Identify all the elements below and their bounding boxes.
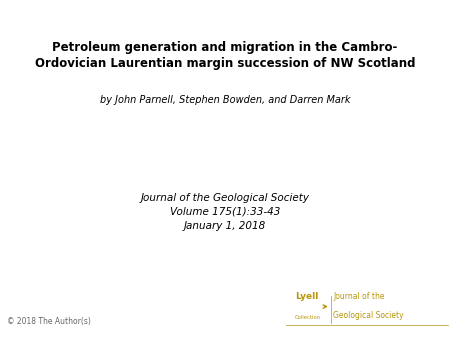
Text: Geological Society: Geological Society — [333, 311, 404, 320]
Text: by John Parnell, Stephen Bowden, and Darren Mark: by John Parnell, Stephen Bowden, and Dar… — [100, 95, 350, 105]
Text: Petroleum generation and migration in the Cambro-
Ordovician Laurentian margin s: Petroleum generation and migration in th… — [35, 41, 415, 70]
Text: Journal of the Geological Society
Volume 175(1):33-43
January 1, 2018: Journal of the Geological Society Volume… — [140, 193, 310, 231]
Text: Journal of the: Journal of the — [333, 292, 384, 301]
Text: Lyell: Lyell — [295, 292, 318, 301]
Text: © 2018 The Author(s): © 2018 The Author(s) — [7, 317, 90, 326]
Text: Collection: Collection — [295, 315, 321, 320]
